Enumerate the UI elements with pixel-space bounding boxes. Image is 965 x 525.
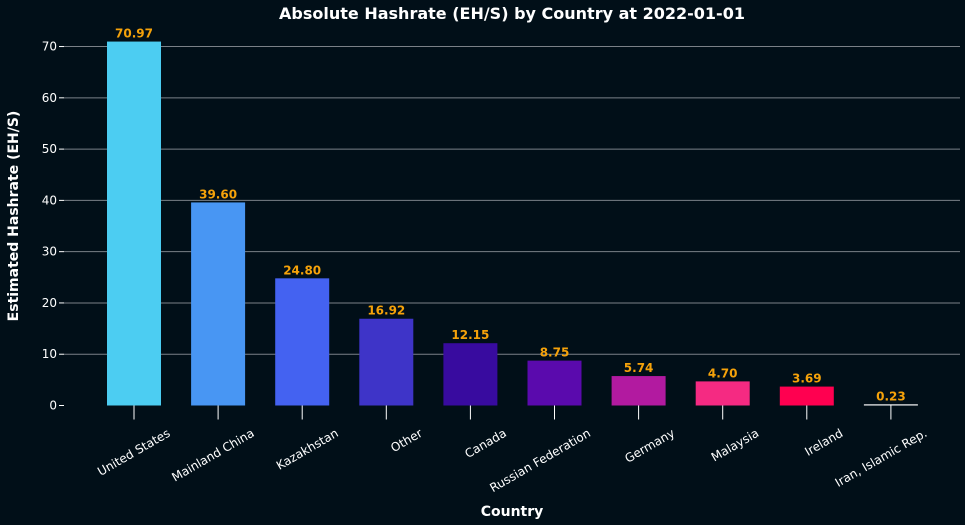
y-axis-label: Estimated Hashrate (EH/S) bbox=[6, 111, 22, 322]
bar-7 bbox=[695, 381, 750, 406]
y-tick-label-70: 70 bbox=[42, 40, 57, 54]
y-tick-label-10: 10 bbox=[42, 347, 57, 361]
chart-title: Absolute Hashrate (EH/S) by Country at 2… bbox=[279, 4, 745, 23]
bar-0 bbox=[107, 41, 161, 406]
y-tick-label-50: 50 bbox=[42, 142, 57, 156]
y-tick-label-60: 60 bbox=[42, 91, 57, 105]
bar-1 bbox=[191, 202, 246, 406]
y-tick-label-20: 20 bbox=[42, 296, 57, 310]
value-label-3: 16.92 bbox=[367, 304, 405, 318]
value-label-7: 4.70 bbox=[708, 366, 738, 380]
y-axis-ticks: 0 10 20 30 40 50 60 70 bbox=[42, 40, 64, 413]
value-label-0: 70.97 bbox=[115, 27, 153, 41]
y-tick-label-30: 30 bbox=[42, 245, 57, 259]
value-label-4: 12.15 bbox=[451, 328, 489, 342]
y-tick-label-40: 40 bbox=[42, 193, 57, 207]
bar-4 bbox=[443, 343, 498, 406]
value-label-8: 3.69 bbox=[792, 372, 822, 386]
bar-3 bbox=[359, 318, 414, 406]
value-label-2: 24.80 bbox=[283, 263, 321, 277]
bars bbox=[107, 41, 918, 406]
bar-5 bbox=[527, 360, 582, 406]
bar-6 bbox=[611, 376, 666, 406]
value-label-5: 8.75 bbox=[540, 346, 570, 360]
y-tick-label-0: 0 bbox=[49, 399, 57, 413]
bar-2 bbox=[275, 278, 330, 406]
value-label-6: 5.74 bbox=[624, 361, 654, 375]
value-label-1: 39.60 bbox=[199, 187, 237, 201]
value-label-9: 0.23 bbox=[876, 389, 906, 403]
bar-9 bbox=[863, 404, 918, 406]
value-labels: 70.97 39.60 24.80 16.92 12.15 8.75 5.74 4.70 3.6… bbox=[115, 27, 906, 404]
bar-8 bbox=[779, 386, 834, 406]
x-axis-label: Country bbox=[481, 504, 544, 520]
